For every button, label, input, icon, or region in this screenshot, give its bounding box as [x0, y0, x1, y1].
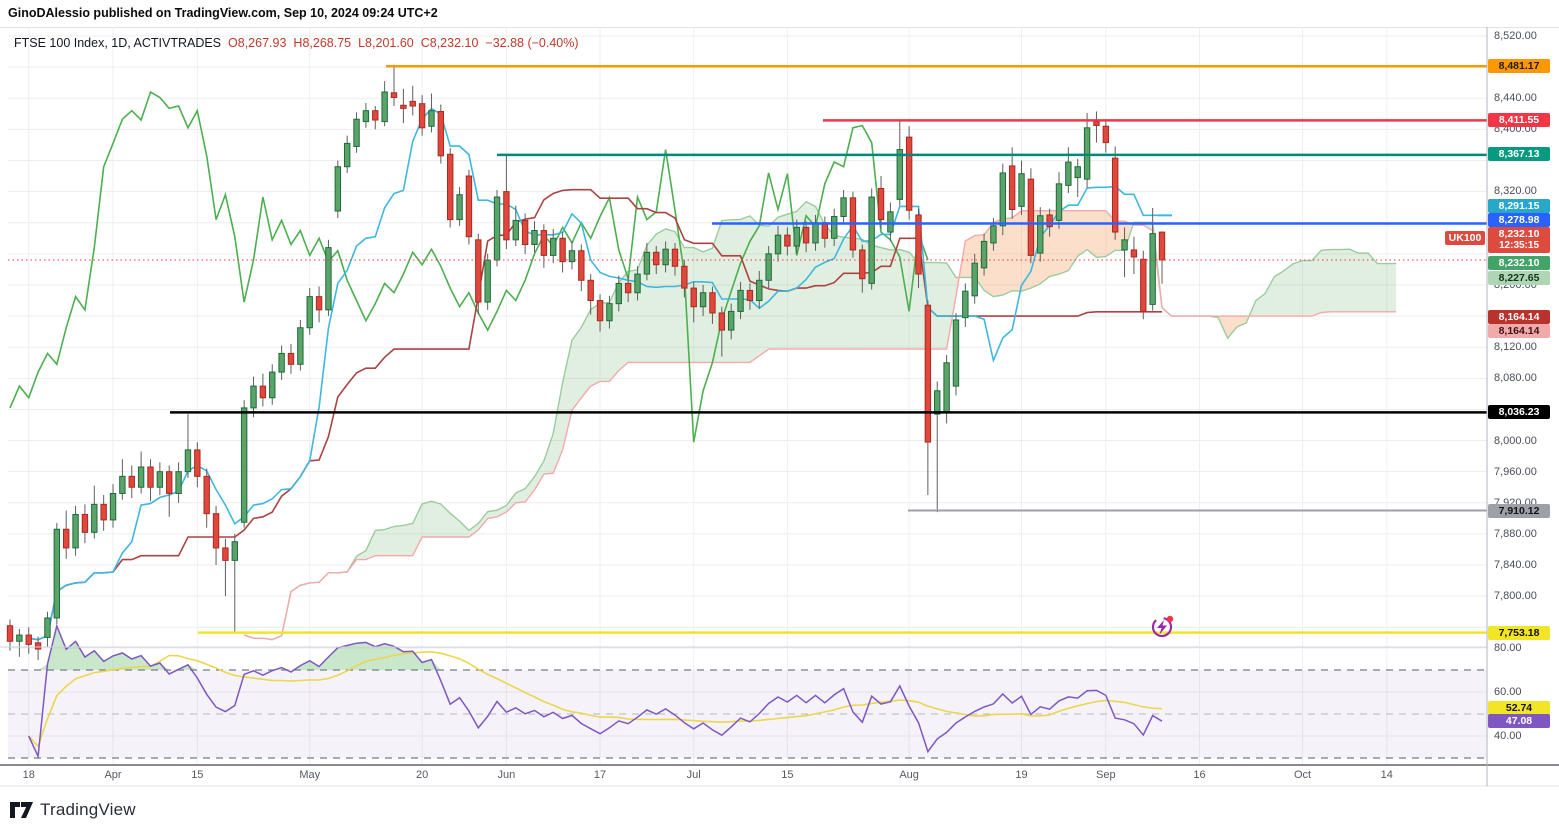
tradingview-logo-icon — [10, 802, 33, 818]
price-badge: 47.08 — [1488, 714, 1550, 728]
symbol-title: FTSE 100 Index, 1D, ACTIVTRADES — [14, 36, 222, 50]
countdown-timer: 12:35:15 — [1498, 240, 1540, 251]
price-axis-label: 7,840.00 — [1494, 559, 1537, 571]
symbol-legend[interactable]: FTSE 100 Index, 1D, ACTIVTRADES O8,267.93… — [14, 36, 593, 50]
ohlc-value: H8,268.75 — [293, 36, 352, 50]
price-badge: 8,227.65 — [1488, 271, 1550, 285]
price-axis-label: 60.00 — [1494, 686, 1522, 698]
time-axis-label: 16 — [1193, 769, 1206, 781]
price-axis-label: 8,080.00 — [1494, 372, 1537, 384]
time-axis-label: 15 — [191, 769, 204, 781]
price-badge: 8,411.55 — [1488, 113, 1550, 127]
price-badge: 8,232.10 12:35:15 — [1488, 227, 1550, 253]
price-axis-label: 8,440.00 — [1494, 92, 1537, 104]
price-axis-label: 8,320.00 — [1494, 185, 1537, 197]
price-badge: 8,278.98 — [1488, 213, 1550, 227]
price-badge: 8,036.23 — [1488, 405, 1550, 419]
time-axis-label: Oct — [1293, 769, 1312, 781]
flash-trade-icon[interactable] — [1150, 613, 1176, 639]
price-badge: 7,753.18 — [1488, 626, 1550, 640]
notification-dot — [1166, 615, 1174, 623]
price-axis-label: 8,520.00 — [1494, 30, 1537, 42]
ohlc-value: O8,267.93 — [228, 36, 287, 50]
price-badge: 8,164.14 — [1488, 310, 1550, 324]
price-badge: 7,910.12 — [1488, 504, 1550, 518]
price-axis-label: 7,960.00 — [1494, 466, 1537, 478]
tradingview-logo-text: TradingView — [40, 800, 136, 819]
symbol-price-chip: UK100 — [1445, 231, 1485, 245]
price-badge: 8,291.15 — [1488, 199, 1550, 213]
time-axis-label: Jul — [686, 769, 701, 781]
tradingview-logo[interactable]: TradingView — [10, 799, 136, 821]
price-badge: 8,367.13 — [1488, 147, 1550, 161]
ohlc-value: L8,201.60 — [358, 36, 414, 50]
time-axis-label: 14 — [1380, 769, 1393, 781]
published-caption: GinoDAlessio published on TradingView.co… — [8, 6, 438, 20]
time-axis-label: 17 — [593, 769, 607, 781]
time-axis-label: 18 — [22, 769, 35, 781]
time-axis-label: 15 — [781, 769, 794, 781]
time-axis-label: Jun — [497, 769, 516, 781]
time-axis-label: 19 — [1015, 769, 1028, 781]
price-axis-label: 8,000.00 — [1494, 435, 1537, 447]
ohlc-value: C8,232.10 — [420, 36, 479, 50]
ohlc-values: O8,267.93 H8,268.75 L8,201.60 C8,232.10 −32.… — [228, 36, 586, 50]
price-axis-label: 40.00 — [1494, 730, 1522, 742]
price-badge: 8,481.17 — [1488, 59, 1550, 73]
price-axis-label: 7,800.00 — [1494, 590, 1537, 602]
time-axis-label: 20 — [415, 769, 429, 781]
price-axis-label: 80.00 — [1494, 642, 1522, 654]
time-axis-label: Apr — [104, 769, 122, 781]
price-axis-label: 7,880.00 — [1494, 528, 1537, 540]
ohlc-value: −32.88 (−0.40%) — [485, 36, 579, 50]
time-axis-label: May — [299, 769, 321, 781]
price-axis-label: 8,120.00 — [1494, 341, 1537, 353]
price-badge: 8,232.10 — [1488, 256, 1550, 270]
price-badge: 52.74 — [1488, 701, 1550, 715]
time-axis-label: Aug — [899, 769, 919, 781]
time-axis-label: Sep — [1096, 769, 1116, 781]
lightning-bolt-icon — [1157, 620, 1167, 635]
price-badge: 8,164.14 — [1488, 324, 1550, 338]
chart-frame — [0, 27, 1559, 786]
